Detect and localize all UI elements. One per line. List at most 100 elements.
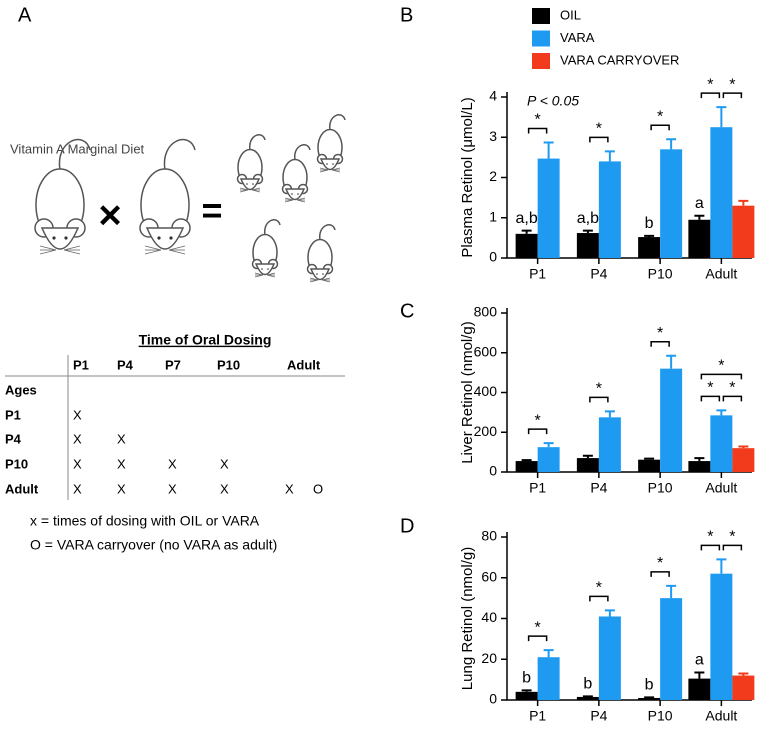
error-bar [644,696,655,699]
y-tick-label: 1 [489,208,497,224]
sig-label: * [657,108,663,125]
mouse-eye [291,193,293,195]
bar [598,616,621,700]
mouse-eye [252,183,254,185]
bar [688,219,711,258]
sig-bracket [700,373,743,380]
mouse-eye [169,236,173,240]
error-bar [543,141,554,159]
x-tick-label: P10 [648,266,673,282]
error-bar [666,138,677,150]
error-bar [738,199,749,206]
mouse-eye [267,268,269,270]
y-tick-label: 4 [489,88,497,104]
bar [515,233,538,258]
legend-label: OIL [560,7,581,22]
table-title: Time of Oral Dosing [139,332,272,348]
mouse-eye [332,163,334,165]
x-tick-label: P1 [529,708,546,724]
bar [688,678,711,700]
error-bar [543,649,554,658]
mouse-whisker [39,245,57,251]
sig-label: * [657,555,663,572]
mouse-tail [163,139,196,171]
sig-label: * [535,619,541,636]
x-tick-label: P4 [590,266,607,282]
bar [660,368,683,472]
error-bar [716,106,727,128]
legend-swatch [532,53,550,69]
mouse-tail [264,219,281,236]
sig-bracket [700,544,721,551]
sig-label: * [718,358,724,375]
sig-bracket [527,428,548,435]
error-bar [716,558,727,574]
sig-bracket [589,595,609,602]
table-header: P4 [117,357,134,372]
y-tick-label: 400 [474,383,498,399]
mouse-eye [52,236,56,240]
y-tick-label: 0 [489,463,497,479]
y-tick-label: 600 [474,343,498,359]
mouse-tail [329,114,346,131]
bar [515,691,538,700]
mouse-whisker [168,249,186,255]
mouse-eye [297,193,299,195]
bar [732,205,755,258]
mouse-tail [249,134,266,151]
y-tick-label: 60 [481,568,497,584]
row-label: P4 [5,431,22,446]
annotation: P < 0.05 [527,93,579,109]
mouse-tail [294,144,311,161]
error-bar [604,150,615,162]
mouse-eye [326,163,328,165]
mouse-whisker [144,245,162,251]
sig-label: * [707,76,713,93]
sig-bracket [722,92,743,99]
mouse-eye [246,183,248,185]
mouse-whisker [63,245,81,251]
bar [638,459,661,472]
diet-label: Vitamin A Marginal Diet [10,141,145,156]
mouse-whisker [331,169,341,173]
group-letter: a,b [577,210,599,227]
note: x = times of dosing with OIL or VARA [30,513,260,529]
sig-label: * [707,380,713,397]
y-tick-label: 0 [489,249,497,265]
mouse-whisker [39,249,57,255]
bar [638,237,661,258]
bar [515,461,538,472]
table-header: P1 [73,357,89,372]
mouse-head [239,178,261,191]
panel-label: A [18,4,32,26]
bar [660,598,683,700]
sig-bracket [527,127,548,134]
mouse-whisker [284,199,294,203]
error-bar [716,409,727,416]
mouse-whisker [296,199,306,203]
sig-bracket [589,136,609,143]
mouse-head [319,158,341,171]
mouse-whisker [63,249,81,255]
error-bar [644,457,655,460]
y-tick-label: 2 [489,168,497,184]
legend-label: VARA CARRYOVER [560,52,679,67]
sig-label: * [535,112,541,129]
sig-bracket [650,124,670,131]
mouse-whisker [168,245,186,251]
bar [537,657,560,700]
table-header: P7 [165,357,181,372]
error-bar [582,229,593,234]
mouse-eye [261,268,263,270]
y-axis-label: Plasma Retinol (μmol/L) [459,97,476,257]
y-tick-label: 0 [489,691,497,707]
table-header: Adult [287,357,321,372]
table-cell: X [220,456,229,471]
sig-bracket [722,395,743,402]
bar [710,127,733,258]
mouse-head [309,268,331,281]
mouse-whisker [266,274,276,278]
bar [732,675,755,700]
legend-swatch [532,30,550,47]
